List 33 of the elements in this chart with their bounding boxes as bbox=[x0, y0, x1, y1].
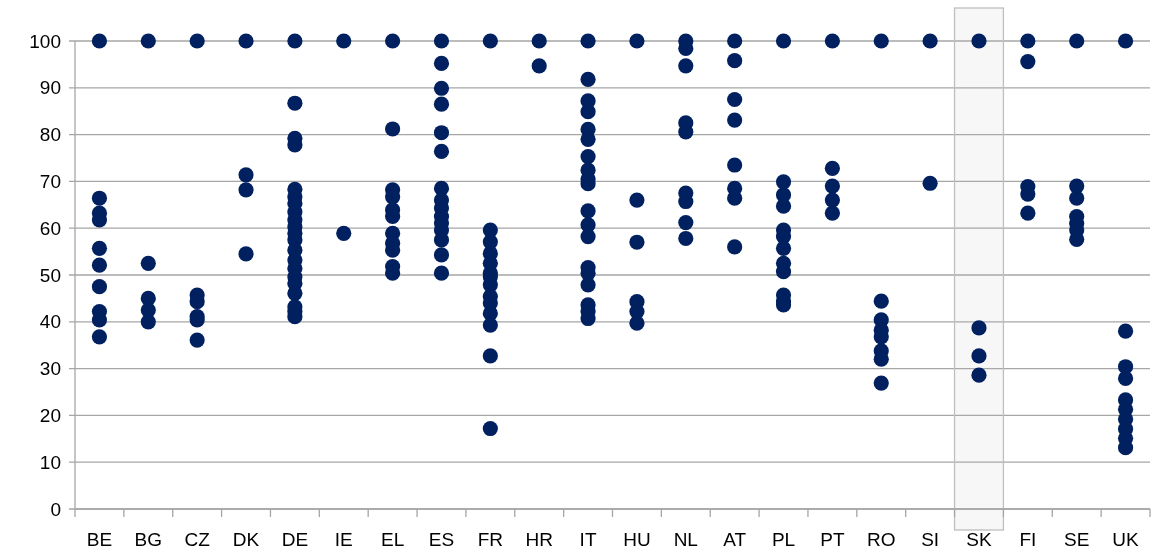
y-tick-label: 50 bbox=[39, 264, 61, 286]
x-tick-label: PL bbox=[771, 529, 796, 550]
x-tick-label: SI bbox=[921, 529, 940, 550]
y-tick-label: 90 bbox=[39, 77, 61, 99]
x-tick-label: BE bbox=[86, 529, 113, 550]
x-tick-label: CZ bbox=[184, 529, 211, 550]
y-tick-label: 40 bbox=[39, 311, 61, 333]
x-tick-label: AT bbox=[723, 529, 747, 550]
x-tick-label: IT bbox=[579, 529, 597, 550]
y-tick-label: 0 bbox=[50, 498, 61, 520]
x-tick-label: IE bbox=[334, 529, 353, 550]
x-tick-label: RO bbox=[867, 529, 896, 550]
y-tick-label: 10 bbox=[39, 451, 61, 473]
x-tick-label: HU bbox=[623, 529, 651, 550]
y-tick-label: 70 bbox=[39, 171, 61, 193]
x-tick-label: PT bbox=[820, 529, 845, 550]
x-tick-label: SE bbox=[1064, 529, 1090, 550]
x-tick-label: HR bbox=[525, 529, 553, 550]
x-tick-label: UK bbox=[1112, 529, 1140, 550]
y-tick-label: 60 bbox=[39, 217, 61, 239]
x-tick-label: EL bbox=[380, 529, 405, 550]
y-tick-label: 30 bbox=[39, 358, 61, 380]
x-tick-label: NL bbox=[673, 529, 698, 550]
y-tick-label: 100 bbox=[29, 30, 61, 52]
x-tick-label: DE bbox=[281, 529, 309, 550]
y-tick-label: 20 bbox=[39, 405, 61, 427]
x-tick-label: FI bbox=[1019, 529, 1037, 550]
x-tick-label: DK bbox=[232, 529, 260, 550]
x-tick-label: FR bbox=[477, 529, 503, 550]
y-tick-label: 80 bbox=[39, 124, 61, 146]
x-tick-label: ES bbox=[428, 529, 455, 550]
x-tick-label: BG bbox=[134, 529, 163, 550]
x-tick-label: SK bbox=[966, 529, 992, 550]
